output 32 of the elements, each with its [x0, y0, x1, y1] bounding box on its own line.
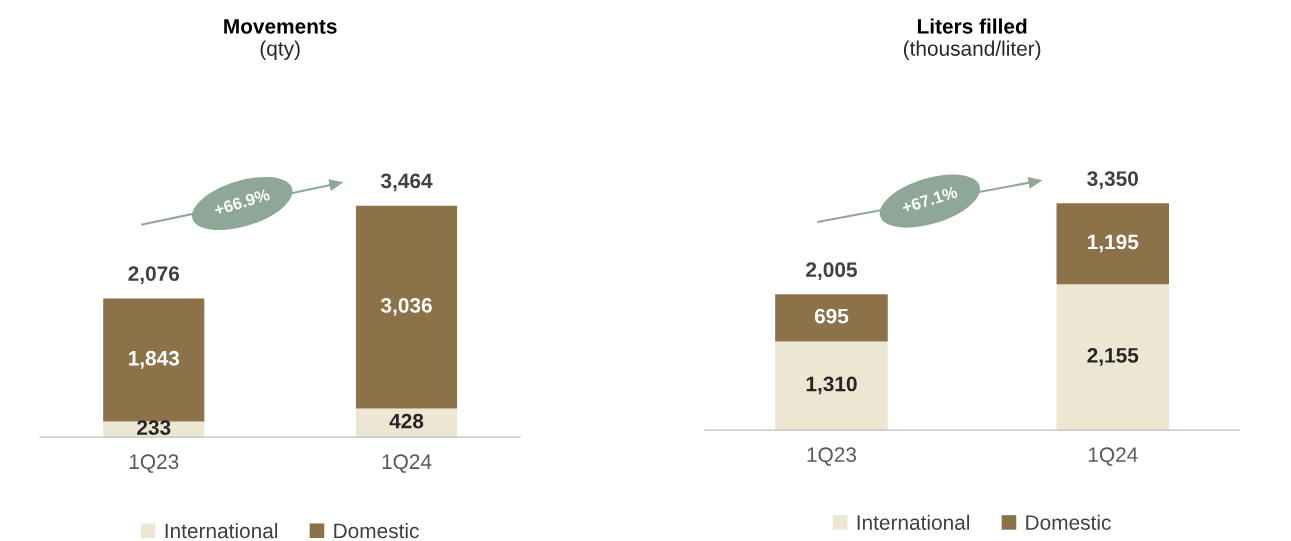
- x-tick-label: 1Q23: [807, 447, 857, 466]
- bar: [103, 298, 205, 422]
- legend-label: International: [165, 522, 278, 539]
- legend-label: Domestic: [1026, 514, 1111, 530]
- bar: [1056, 284, 1170, 431]
- x-tick-label: 1Q24: [382, 454, 432, 473]
- x-tick-label: 1Q24: [1088, 447, 1138, 466]
- x-tick-label: 1Q23: [129, 454, 179, 473]
- data-label: 1,195: [1088, 234, 1139, 253]
- data-label: 428: [389, 413, 424, 429]
- data-label: 1,310: [806, 376, 857, 395]
- data-label: 1,843: [129, 350, 180, 369]
- chart-title: Liters filled: [917, 18, 1027, 34]
- bar: [355, 205, 458, 409]
- total-label: 3,464: [380, 173, 433, 192]
- data-label: 695: [814, 308, 849, 324]
- chart-subtitle: (thousand/liter): [903, 40, 1041, 60]
- annotation: +66.9%: [213, 188, 271, 216]
- total-label: 2,076: [128, 266, 180, 284]
- legend-label: Domestic: [334, 522, 419, 539]
- data-label: 233: [137, 420, 171, 435]
- bar: [1056, 203, 1170, 285]
- legend-label: International: [857, 514, 970, 530]
- bar: [775, 341, 888, 431]
- data-label: 3,036: [380, 298, 432, 316]
- bar: [775, 294, 888, 342]
- annotation: +67.1%: [901, 185, 959, 214]
- data-label: 2,155: [1087, 347, 1139, 366]
- chart-subtitle: (qty): [260, 40, 300, 60]
- total-label: 3,350: [1087, 171, 1138, 189]
- total-label: 2,005: [806, 262, 857, 281]
- chart-title: Movements: [224, 19, 337, 34]
